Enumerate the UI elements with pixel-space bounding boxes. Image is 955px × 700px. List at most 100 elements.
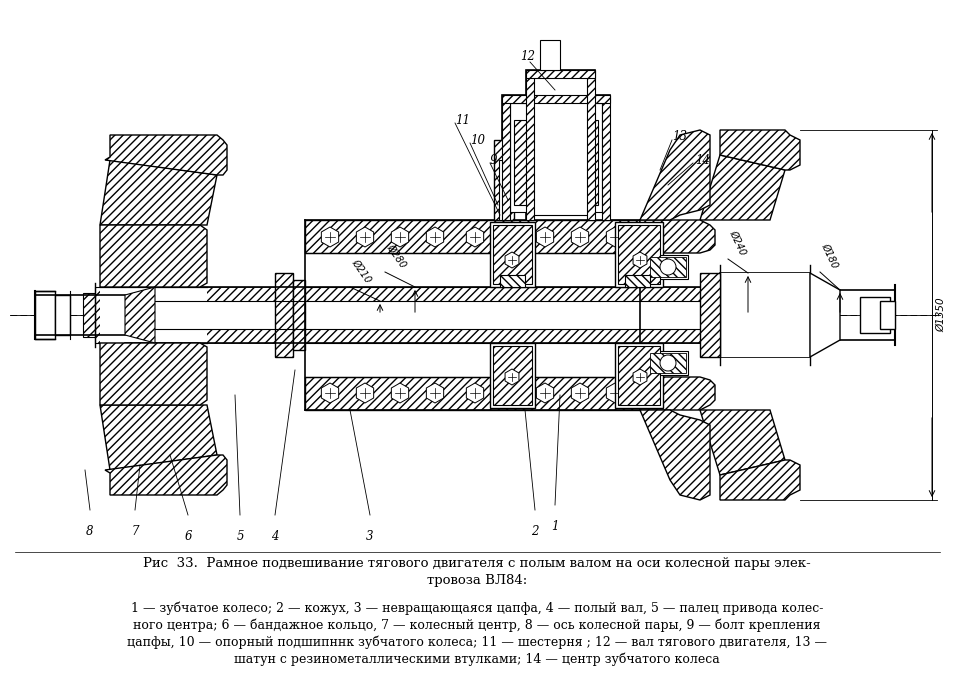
Text: тровоза ВЛ84:: тровоза ВЛ84:: [427, 574, 527, 587]
Circle shape: [660, 259, 676, 275]
Polygon shape: [633, 369, 647, 385]
Bar: [490, 343, 535, 408]
Polygon shape: [105, 135, 227, 175]
Bar: [526, 70, 534, 220]
Bar: [275, 273, 293, 357]
Polygon shape: [466, 227, 483, 247]
Bar: [499, 160, 509, 220]
Text: Ø1350: Ø1350: [936, 298, 946, 332]
Bar: [650, 353, 686, 373]
Polygon shape: [426, 227, 444, 247]
Bar: [700, 273, 720, 357]
Polygon shape: [700, 410, 785, 475]
Polygon shape: [606, 227, 624, 247]
Polygon shape: [105, 455, 227, 495]
Polygon shape: [356, 383, 373, 403]
Bar: [587, 70, 595, 220]
Text: 5: 5: [236, 530, 244, 543]
Text: 8: 8: [86, 525, 94, 538]
Bar: [493, 225, 532, 284]
Polygon shape: [392, 227, 409, 247]
Text: 13: 13: [672, 130, 687, 143]
Polygon shape: [505, 369, 519, 385]
Text: 10: 10: [470, 134, 485, 146]
Bar: [502, 95, 610, 103]
Text: 9: 9: [490, 153, 498, 167]
Bar: [100, 287, 207, 343]
Polygon shape: [100, 405, 217, 470]
Text: цапфы, 10 — опорный подшипннк зубчатого колеса; 11 — шестерня ; 12 — вал тяговог: цапфы, 10 — опорный подшипннк зубчатого …: [127, 635, 827, 649]
Bar: [502, 95, 510, 220]
Text: Ø180: Ø180: [820, 242, 840, 270]
Bar: [125, 301, 700, 329]
Bar: [618, 225, 660, 284]
Bar: [615, 343, 663, 408]
Polygon shape: [633, 252, 647, 268]
Text: 6: 6: [184, 530, 192, 543]
Bar: [526, 70, 595, 78]
Bar: [305, 377, 640, 410]
Bar: [720, 273, 810, 357]
Polygon shape: [810, 273, 840, 357]
Polygon shape: [571, 227, 588, 247]
Text: ного центра; 6 — бандажное кольцо, 7 — колесный центр, 8 — ось колесной пары, 9 : ного центра; 6 — бандажное кольцо, 7 — к…: [134, 618, 820, 631]
Text: шатун с резинометаллическими втулками; 14 — центр зубчатого колеса: шатун с резинометаллическими втулками; 1…: [234, 652, 720, 666]
Polygon shape: [537, 383, 554, 403]
Polygon shape: [125, 287, 155, 343]
Bar: [602, 95, 610, 220]
Bar: [625, 275, 650, 287]
Bar: [502, 95, 610, 220]
Polygon shape: [640, 130, 710, 220]
Bar: [514, 120, 598, 205]
Bar: [145, 475, 165, 485]
Polygon shape: [640, 377, 715, 410]
Bar: [860, 297, 890, 333]
Polygon shape: [321, 227, 339, 247]
Polygon shape: [501, 227, 519, 247]
Polygon shape: [720, 130, 800, 170]
Polygon shape: [606, 383, 624, 403]
Text: 1 — зубчатое колесо; 2 — кожух, 3 — невращающаяся цапфа, 4 — полый вал, 5 — пале: 1 — зубчатое колесо; 2 — кожух, 3 — невр…: [131, 601, 823, 615]
Text: 4: 4: [271, 530, 279, 543]
Text: Рис  33.  Рамное подвешивание тягового двигателя с полым валом на оси колесной п: Рис 33. Рамное подвешивание тягового дви…: [143, 557, 811, 570]
Bar: [880, 301, 895, 329]
Bar: [305, 220, 640, 253]
Bar: [500, 275, 525, 287]
Polygon shape: [700, 155, 785, 220]
Bar: [615, 222, 663, 287]
Bar: [293, 280, 305, 350]
Polygon shape: [466, 383, 483, 403]
Polygon shape: [100, 343, 207, 405]
Bar: [648, 255, 688, 279]
Polygon shape: [640, 220, 715, 253]
Bar: [531, 75, 590, 215]
Text: 12: 12: [520, 50, 535, 64]
Bar: [650, 257, 686, 277]
Text: 14: 14: [695, 153, 710, 167]
Text: 3: 3: [367, 530, 373, 543]
Bar: [540, 40, 560, 70]
Bar: [490, 222, 535, 287]
Polygon shape: [392, 383, 409, 403]
Polygon shape: [100, 225, 207, 287]
Circle shape: [660, 355, 676, 371]
Bar: [510, 103, 602, 212]
Polygon shape: [356, 227, 373, 247]
Polygon shape: [100, 160, 217, 225]
Text: Ø280: Ø280: [385, 243, 409, 270]
Bar: [83, 293, 95, 337]
Bar: [95, 287, 107, 343]
Bar: [35, 291, 55, 339]
Bar: [125, 329, 700, 343]
Bar: [526, 70, 595, 220]
Text: 11: 11: [455, 113, 470, 127]
Polygon shape: [321, 383, 339, 403]
Polygon shape: [501, 383, 519, 403]
Polygon shape: [537, 227, 554, 247]
Bar: [55, 295, 70, 335]
Bar: [493, 346, 532, 405]
Polygon shape: [505, 252, 519, 268]
Text: 2: 2: [531, 525, 539, 538]
Text: Ø240: Ø240: [728, 229, 748, 257]
Polygon shape: [571, 383, 588, 403]
